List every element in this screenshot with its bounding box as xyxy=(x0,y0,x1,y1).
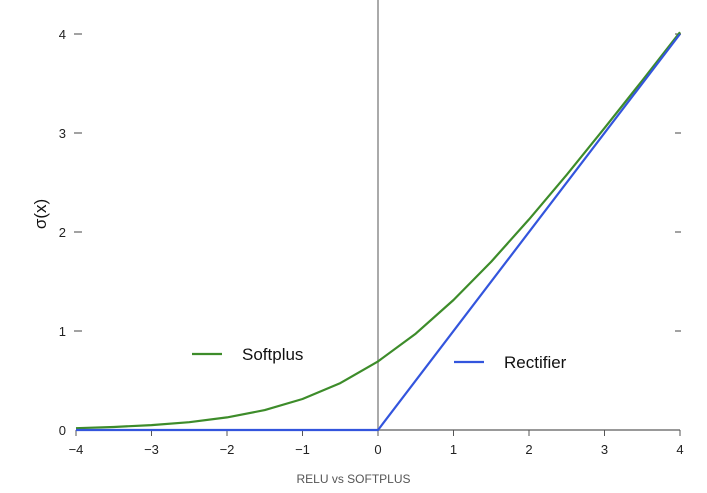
series-lines xyxy=(75,31,681,432)
series-line-softplus xyxy=(75,31,681,430)
x-tick-label: −4 xyxy=(69,442,84,457)
y-tick-label: 1 xyxy=(59,324,66,339)
x-tick-label: 0 xyxy=(374,442,381,457)
y-tick-label: 2 xyxy=(59,225,66,240)
x-tick-label: 2 xyxy=(525,442,532,457)
x-tick-label: 4 xyxy=(676,442,683,457)
legend-label-rectifier: Rectifier xyxy=(504,353,567,372)
legend: Softplus Rectifier xyxy=(192,345,567,372)
y-tick-label: 0 xyxy=(59,423,66,438)
y-ticks: 0 1 2 3 4 xyxy=(59,27,681,438)
y-axis-title: σ(x) xyxy=(31,199,50,229)
x-tick-label: 3 xyxy=(601,442,608,457)
x-tick-label: 1 xyxy=(450,442,457,457)
x-ticks: −4 −3 −2 −1 0 1 2 3 4 xyxy=(69,430,684,457)
y-tick-label: 4 xyxy=(59,27,66,42)
series-line-rectifier xyxy=(76,33,681,432)
legend-label-softplus: Softplus xyxy=(242,345,303,364)
x-tick-label: −1 xyxy=(295,442,310,457)
y-tick-label: 3 xyxy=(59,126,66,141)
x-tick-label: −2 xyxy=(220,442,235,457)
figure-caption: RELU vs SOFTPLUS xyxy=(296,472,411,486)
x-tick-label: −3 xyxy=(144,442,159,457)
